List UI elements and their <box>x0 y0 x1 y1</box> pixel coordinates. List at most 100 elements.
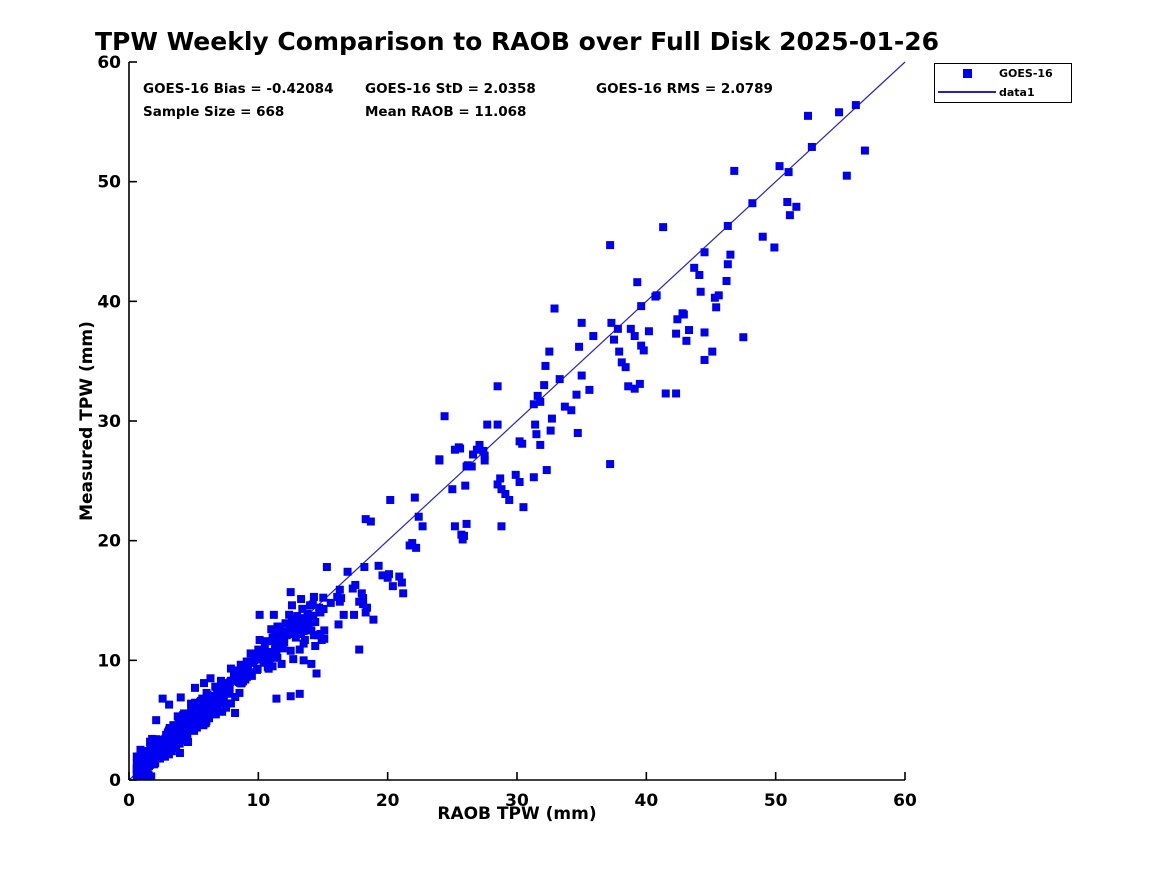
scatter-point <box>712 303 721 312</box>
scatter-point <box>256 649 265 658</box>
scatter-point <box>685 326 694 335</box>
scatter-point <box>239 677 248 686</box>
scatter-point <box>200 679 209 688</box>
scatter-point <box>223 686 232 695</box>
scatter-point <box>542 466 551 475</box>
scatter-point <box>275 627 284 636</box>
scatter-point <box>659 223 668 232</box>
stat-sample-size: Sample Size = 668 <box>143 104 285 120</box>
scatter-point <box>572 390 581 399</box>
scatter-point <box>440 412 449 421</box>
scatter-point <box>695 271 704 280</box>
scatter-point <box>673 315 682 324</box>
scatter-point <box>545 347 554 356</box>
scatter-point <box>237 666 246 675</box>
scatter-point <box>529 473 538 482</box>
scatter-point <box>158 694 167 703</box>
scatter-point <box>531 420 540 429</box>
scatter-point <box>700 248 709 257</box>
scatter-point <box>219 679 228 688</box>
scatter-point <box>277 659 286 668</box>
scatter-point <box>303 609 312 618</box>
scatter-point <box>792 202 801 211</box>
x-tick-label: 60 <box>893 791 917 811</box>
scatter-point <box>493 420 502 429</box>
scatter-point <box>462 519 471 528</box>
scatter-point <box>286 646 295 655</box>
scatter-point <box>300 616 309 625</box>
scatter-point <box>315 603 324 612</box>
scatter-point <box>635 379 644 388</box>
scatter-point <box>214 699 223 708</box>
scatter-point <box>835 108 844 117</box>
scatter-point <box>386 495 395 504</box>
scatter-point <box>480 456 489 465</box>
scatter-point <box>505 495 514 504</box>
scatter-point <box>178 715 187 724</box>
scatter-point <box>163 745 172 754</box>
scatter-point <box>617 358 626 367</box>
scatter-point <box>165 700 174 709</box>
stat-rms: GOES-16 RMS = 2.0789 <box>596 81 773 97</box>
scatter-point <box>644 327 653 336</box>
scatter-point <box>222 703 231 712</box>
stat-std: GOES-16 StD = 2.0358 <box>365 81 536 97</box>
scatter-point <box>247 671 256 680</box>
scatter-point <box>297 595 306 604</box>
scatter-point <box>397 578 406 587</box>
scatter-point <box>307 626 316 635</box>
scatter-point <box>682 336 691 345</box>
scatter-point <box>739 333 748 342</box>
scatter-point <box>652 291 661 300</box>
scatter-point <box>700 355 709 364</box>
scatter-point <box>540 381 549 390</box>
scatter-point <box>785 211 794 220</box>
scatter-point <box>351 580 360 589</box>
scatter-point <box>501 489 510 498</box>
scatter-point <box>615 347 624 356</box>
scatter-point <box>708 347 717 356</box>
scatter-point <box>285 630 294 639</box>
scatter-point <box>577 318 586 327</box>
scatter-point <box>577 371 586 380</box>
scatter-point <box>293 622 302 631</box>
scatter-point <box>196 697 205 706</box>
scatter-point <box>399 589 408 598</box>
scatter-point <box>187 699 196 708</box>
scatter-point <box>661 389 670 398</box>
scatter-point <box>546 426 555 435</box>
scatter-point <box>244 662 253 671</box>
scatter-point <box>361 608 370 617</box>
x-tick-label: 40 <box>634 791 658 811</box>
scatter-point <box>700 328 709 337</box>
scatter-point <box>208 696 217 705</box>
scatter-point <box>343 567 352 576</box>
scatter-point <box>289 655 298 664</box>
scatter-point <box>541 361 550 370</box>
scatter-point <box>175 748 184 757</box>
scatter-point <box>606 460 615 469</box>
x-tick-label: 10 <box>246 791 270 811</box>
legend-label-goes16: GOES-16 <box>999 67 1053 81</box>
scatter-point <box>263 663 272 672</box>
scatter-point <box>374 561 383 570</box>
y-tick-label: 10 <box>97 651 121 671</box>
x-tick-label: 50 <box>764 791 788 811</box>
y-tick-label: 0 <box>109 771 121 791</box>
scatter-point <box>807 142 816 151</box>
scatter-point <box>515 478 524 487</box>
scatter-point <box>536 440 545 449</box>
scatter-point <box>469 450 478 459</box>
y-tick-label: 50 <box>97 173 121 193</box>
x-axis-label: RAOB TPW (mm) <box>437 804 597 824</box>
scatter-point <box>334 620 343 629</box>
scatter-point <box>851 101 860 110</box>
scatter-point <box>679 310 688 319</box>
scatter-point <box>613 324 622 333</box>
scatter-point <box>270 633 279 642</box>
legend-label-data1: data1 <box>999 85 1035 99</box>
scatter-point <box>672 329 681 338</box>
scatter-point <box>136 745 145 754</box>
scatter-point <box>242 657 251 666</box>
